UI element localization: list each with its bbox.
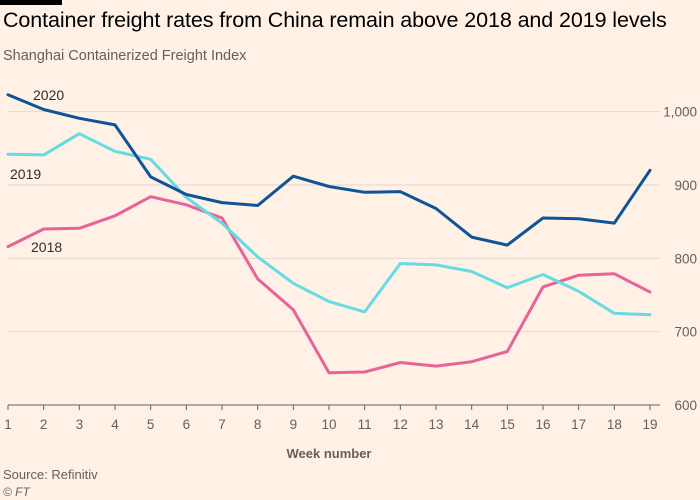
y-tick-label: 900 — [674, 178, 697, 193]
ft-credit: © FT — [3, 485, 30, 499]
chart-title: Container freight rates from China remai… — [3, 8, 667, 32]
x-tick-label: 2 — [40, 417, 48, 432]
chart-subtitle: Shanghai Containerized Freight Index — [3, 48, 247, 64]
x-tick-label: 9 — [290, 417, 298, 432]
x-tick-label: 15 — [500, 417, 515, 432]
x-tick-label: 1 — [4, 417, 12, 432]
series-line-2020 — [6, 93, 652, 247]
x-tick-label: 3 — [76, 417, 84, 432]
x-axis-label: Week number — [286, 446, 371, 461]
y-tick-label: 800 — [674, 251, 697, 266]
x-tick-label: 11 — [358, 417, 372, 432]
x-tick-label: 12 — [393, 417, 408, 432]
x-tick-label: 16 — [535, 417, 550, 432]
x-tick-label: 7 — [218, 417, 226, 432]
series-label-2018: 2018 — [31, 239, 62, 255]
series-line-2019 — [6, 132, 652, 317]
x-tick-label: 14 — [464, 417, 480, 432]
x-tick-label: 18 — [607, 417, 622, 432]
y-tick-label: 600 — [674, 398, 697, 413]
series-label-2019: 2019 — [10, 166, 41, 182]
x-tick-label: 4 — [111, 417, 119, 432]
x-tick-label: 19 — [642, 417, 657, 432]
x-tick-label: 17 — [571, 417, 586, 432]
x-tick-label: 5 — [147, 417, 155, 432]
y-tick-label: 700 — [674, 325, 697, 340]
x-tick-label: 6 — [183, 417, 191, 432]
source-note: Source: Refinitiv — [3, 467, 98, 482]
x-tick-label: 8 — [254, 417, 262, 432]
brand-bar — [0, 0, 62, 5]
series-line-2018 — [6, 195, 652, 375]
y-tick-label: 1,000 — [663, 105, 697, 120]
series-label-2020: 2020 — [33, 87, 64, 103]
x-tick-label: 10 — [321, 417, 336, 432]
x-tick-label: 13 — [428, 417, 443, 432]
